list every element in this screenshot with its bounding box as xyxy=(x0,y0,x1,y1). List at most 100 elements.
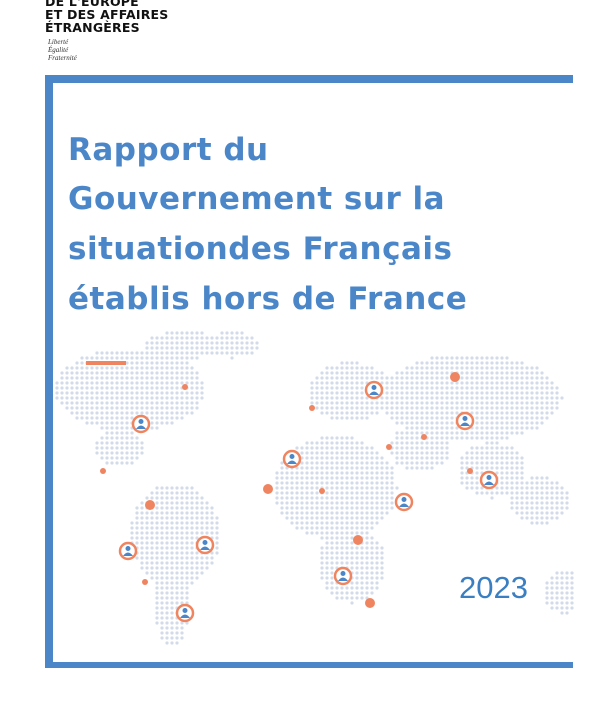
person-marker xyxy=(195,535,215,555)
map-dot xyxy=(175,406,179,410)
map-dot xyxy=(440,406,444,410)
map-dot xyxy=(140,516,144,520)
map-dot xyxy=(205,526,209,530)
map-dot xyxy=(570,596,574,600)
map-dot xyxy=(510,446,514,450)
dot-marker xyxy=(353,535,363,545)
map-dot xyxy=(80,361,84,365)
map-dot xyxy=(170,541,174,545)
map-dot xyxy=(375,406,379,410)
map-dot xyxy=(475,411,479,415)
map-dot xyxy=(175,336,179,340)
map-dot xyxy=(290,511,294,515)
map-dot xyxy=(480,461,484,465)
map-dot xyxy=(140,451,144,455)
map-dot xyxy=(550,386,554,390)
map-dot xyxy=(340,556,344,560)
map-dot xyxy=(145,551,149,555)
map-dot xyxy=(440,421,444,425)
map-dot xyxy=(395,461,399,465)
map-dot xyxy=(530,426,534,430)
map-dot xyxy=(155,521,159,525)
map-dot xyxy=(350,436,354,440)
map-dot xyxy=(410,451,414,455)
map-dot xyxy=(490,436,494,440)
map-dot xyxy=(200,556,204,560)
marker-body xyxy=(369,391,379,395)
map-dot xyxy=(115,376,119,380)
map-dot xyxy=(365,541,369,545)
map-dot xyxy=(445,411,449,415)
map-dot xyxy=(555,516,559,520)
map-dot xyxy=(415,431,419,435)
ministry-line: ET DES AFFAIRES xyxy=(45,7,169,22)
map-dot xyxy=(470,366,474,370)
map-dot xyxy=(185,411,189,415)
map-dot xyxy=(290,506,294,510)
map-dot xyxy=(295,491,299,495)
map-dot xyxy=(555,501,559,505)
map-dot xyxy=(170,566,174,570)
map-dot xyxy=(540,401,544,405)
map-dot xyxy=(295,496,299,500)
map-dot xyxy=(480,376,484,380)
map-dot xyxy=(315,461,319,465)
map-dot xyxy=(545,596,549,600)
map-dot xyxy=(470,411,474,415)
map-dot xyxy=(525,426,529,430)
map-dot xyxy=(190,516,194,520)
map-dot xyxy=(550,396,554,400)
map-dot xyxy=(165,406,169,410)
map-dot xyxy=(560,486,564,490)
map-dot xyxy=(365,451,369,455)
map-dot xyxy=(400,416,404,420)
map-dot xyxy=(145,411,149,415)
map-dot xyxy=(190,551,194,555)
map-dot xyxy=(485,401,489,405)
map-dot xyxy=(545,481,549,485)
map-dot xyxy=(430,436,434,440)
map-dot xyxy=(560,491,564,495)
map-dot xyxy=(160,636,164,640)
map-dot xyxy=(140,386,144,390)
map-dot xyxy=(120,396,124,400)
map-dot xyxy=(135,366,139,370)
marker-body xyxy=(399,503,409,507)
map-dot xyxy=(210,341,214,345)
map-dot xyxy=(355,576,359,580)
map-dot xyxy=(150,531,154,535)
map-dot xyxy=(115,416,119,420)
map-dot xyxy=(510,431,514,435)
map-dot xyxy=(350,591,354,595)
map-dot xyxy=(150,426,154,430)
map-dot xyxy=(130,386,134,390)
dot-marker xyxy=(386,444,392,450)
map-dot xyxy=(530,396,534,400)
map-dot xyxy=(250,336,254,340)
map-dot xyxy=(185,586,189,590)
map-dot xyxy=(530,386,534,390)
map-dot xyxy=(105,411,109,415)
map-dot xyxy=(535,376,539,380)
map-dot xyxy=(325,576,329,580)
map-dot xyxy=(190,541,194,545)
map-dot xyxy=(430,456,434,460)
map-dot xyxy=(380,486,384,490)
map-dot xyxy=(520,501,524,505)
map-dot xyxy=(455,386,459,390)
map-dot xyxy=(360,561,364,565)
map-dot xyxy=(110,441,114,445)
map-dot xyxy=(570,606,574,610)
map-dot xyxy=(520,371,524,375)
map-dot xyxy=(390,406,394,410)
map-dot xyxy=(180,551,184,555)
map-dot xyxy=(160,611,164,615)
map-dot xyxy=(535,411,539,415)
map-dot xyxy=(485,421,489,425)
map-dot xyxy=(140,391,144,395)
map-dot xyxy=(340,436,344,440)
map-dot xyxy=(480,366,484,370)
map-dot xyxy=(150,411,154,415)
map-dot xyxy=(360,396,364,400)
map-dot xyxy=(360,376,364,380)
